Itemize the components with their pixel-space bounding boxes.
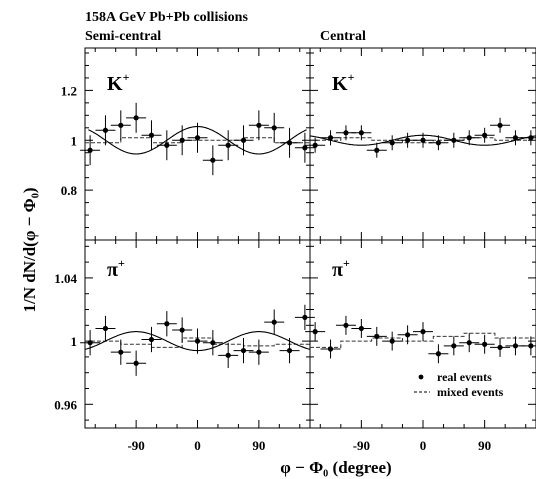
data-point xyxy=(210,157,216,163)
legend-label-real: real events xyxy=(437,370,492,384)
legend-marker-real xyxy=(418,374,424,380)
data-point xyxy=(358,130,364,136)
data-point xyxy=(240,347,247,354)
data-point xyxy=(435,351,442,357)
data-point xyxy=(374,147,380,153)
y-tick-label: 1 xyxy=(71,334,78,349)
mixed-events-histogram xyxy=(310,332,536,348)
x-tick-label: 0 xyxy=(420,438,427,453)
data-point xyxy=(271,125,277,131)
y-axis-label: 1/N dN/d(φ − Φ₀) xyxy=(20,188,39,313)
data-point xyxy=(451,343,457,349)
x-tick-label: 0 xyxy=(194,438,201,453)
data-point xyxy=(87,340,93,346)
x-axis-label: φ − Φ₀ (degree) xyxy=(280,458,391,477)
data-point xyxy=(528,135,534,141)
x-tick-label: -90 xyxy=(353,438,370,453)
data-point xyxy=(102,325,109,332)
data-point xyxy=(133,115,139,121)
data-point xyxy=(358,325,364,332)
data-point xyxy=(343,322,349,328)
data-point xyxy=(312,142,318,148)
data-point xyxy=(87,147,93,153)
data-point xyxy=(118,122,124,128)
y-tick-label: 1 xyxy=(71,133,78,148)
data-point xyxy=(210,340,216,346)
particle-label: K+ xyxy=(332,70,355,95)
data-point xyxy=(389,338,395,344)
data-point xyxy=(102,127,109,133)
data-point xyxy=(512,343,519,349)
y-tick-label: 1.04 xyxy=(54,271,77,286)
y-tick-label: 1.2 xyxy=(61,83,77,98)
data-point xyxy=(404,137,411,143)
data-point xyxy=(466,135,472,141)
data-point xyxy=(497,122,503,128)
data-point xyxy=(194,135,201,141)
panel-top-left: 0.8 1 1.2 K+ xyxy=(61,47,315,241)
data-point xyxy=(327,135,334,141)
data-point xyxy=(164,142,170,148)
x-tick-label: -90 xyxy=(127,438,144,453)
data-point xyxy=(118,349,124,355)
y-tick-label: 0.8 xyxy=(61,183,78,198)
data-point xyxy=(312,329,318,335)
x-tick-label: 90 xyxy=(478,438,491,453)
data-point xyxy=(482,341,488,347)
data-point xyxy=(148,336,155,343)
panel-bottom-right: -90 0 90 π+ xyxy=(305,239,536,453)
data-point xyxy=(133,360,139,366)
data-point xyxy=(466,340,472,346)
data-point xyxy=(302,314,308,321)
data-point xyxy=(179,137,185,143)
data-point xyxy=(512,135,519,141)
particle-label: K+ xyxy=(107,70,130,95)
data-point xyxy=(302,145,308,151)
data-point xyxy=(420,329,426,335)
x-tick-label: 90 xyxy=(252,438,265,453)
data-point xyxy=(374,333,380,339)
panels: 0.8 1 1.2 K+ K+ 0.96 1 1.04 -90 0 90 π+ -90 0 90 π+ xyxy=(54,47,536,453)
data-point xyxy=(271,319,277,325)
data-point xyxy=(451,137,457,143)
data-point xyxy=(225,352,231,358)
particle-label: π+ xyxy=(107,256,125,281)
data-point xyxy=(389,140,395,146)
legend-label-mixed: mixed events xyxy=(437,385,504,399)
data-point xyxy=(327,346,334,352)
column-label-central: Central xyxy=(320,29,366,44)
data-point xyxy=(194,338,201,344)
data-point xyxy=(286,140,293,146)
data-point xyxy=(482,132,488,138)
data-point xyxy=(286,347,293,354)
y-tick-label: 0.96 xyxy=(54,397,77,412)
data-point xyxy=(179,327,185,333)
data-point xyxy=(240,137,247,143)
data-point xyxy=(343,130,349,136)
panel-top-right: K+ xyxy=(305,47,536,241)
data-point xyxy=(528,343,534,349)
legend: real events mixed events xyxy=(414,370,504,399)
data-point xyxy=(435,140,442,146)
data-point xyxy=(256,349,262,355)
data-point xyxy=(497,344,503,351)
data-point xyxy=(256,122,262,128)
data-point xyxy=(420,137,426,143)
particle-label: π+ xyxy=(332,256,350,281)
figure-title: 158A GeV Pb+Pb collisions xyxy=(85,10,248,25)
data-point xyxy=(404,332,411,338)
panel-bottom-left: 0.96 1 1.04 -90 0 90 π+ xyxy=(54,239,315,453)
data-point xyxy=(164,321,170,327)
column-label-semi-central: Semi-central xyxy=(85,29,161,44)
data-point xyxy=(225,142,231,148)
data-point xyxy=(148,132,155,138)
